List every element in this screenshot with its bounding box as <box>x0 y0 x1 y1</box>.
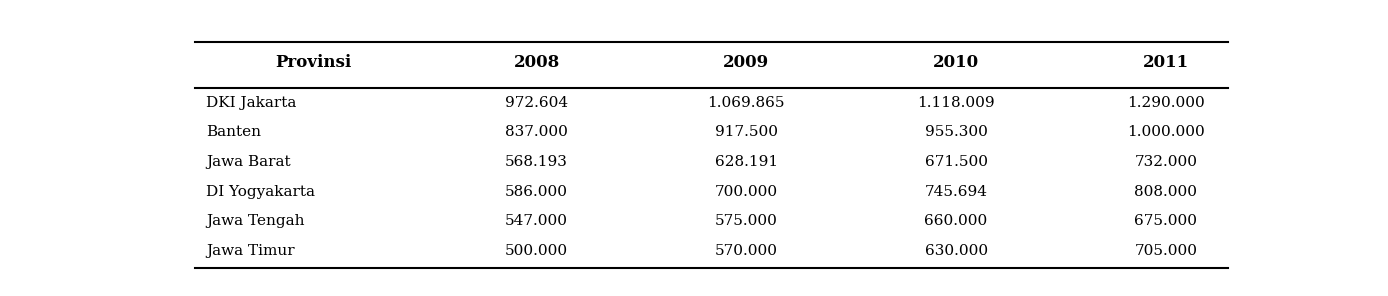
Text: 705.000: 705.000 <box>1134 244 1198 258</box>
Text: 1.118.009: 1.118.009 <box>917 96 995 110</box>
Text: Provinsi: Provinsi <box>275 54 351 71</box>
Text: 745.694: 745.694 <box>924 185 988 199</box>
Text: 660.000: 660.000 <box>924 214 988 228</box>
Text: 2009: 2009 <box>723 54 769 71</box>
Text: Banten: Banten <box>205 126 261 139</box>
Text: 568.193: 568.193 <box>505 155 568 169</box>
Text: 917.500: 917.500 <box>715 126 777 139</box>
Text: 2010: 2010 <box>933 54 979 71</box>
Text: Jawa Barat: Jawa Barat <box>205 155 290 169</box>
Text: 547.000: 547.000 <box>505 214 568 228</box>
Text: 630.000: 630.000 <box>924 244 988 258</box>
Text: 2011: 2011 <box>1142 54 1190 71</box>
Text: 2008: 2008 <box>514 54 559 71</box>
Text: 675.000: 675.000 <box>1134 214 1198 228</box>
Text: 500.000: 500.000 <box>505 244 568 258</box>
Text: DKI Jakarta: DKI Jakarta <box>205 96 296 110</box>
Text: 955.300: 955.300 <box>924 126 987 139</box>
Text: 628.191: 628.191 <box>715 155 777 169</box>
Text: 671.500: 671.500 <box>924 155 988 169</box>
Text: 808.000: 808.000 <box>1134 185 1198 199</box>
Text: Jawa Timur: Jawa Timur <box>205 244 294 258</box>
Text: 837.000: 837.000 <box>505 126 568 139</box>
Text: 1.290.000: 1.290.000 <box>1127 96 1205 110</box>
Text: 586.000: 586.000 <box>505 185 568 199</box>
Text: 732.000: 732.000 <box>1134 155 1198 169</box>
Text: 972.604: 972.604 <box>505 96 568 110</box>
Text: DI Yogyakarta: DI Yogyakarta <box>205 185 315 199</box>
Text: 700.000: 700.000 <box>715 185 777 199</box>
Text: 570.000: 570.000 <box>715 244 777 258</box>
Text: Jawa Tengah: Jawa Tengah <box>205 214 304 228</box>
Text: 1.000.000: 1.000.000 <box>1127 126 1205 139</box>
Text: 575.000: 575.000 <box>715 214 777 228</box>
Text: 1.069.865: 1.069.865 <box>708 96 786 110</box>
